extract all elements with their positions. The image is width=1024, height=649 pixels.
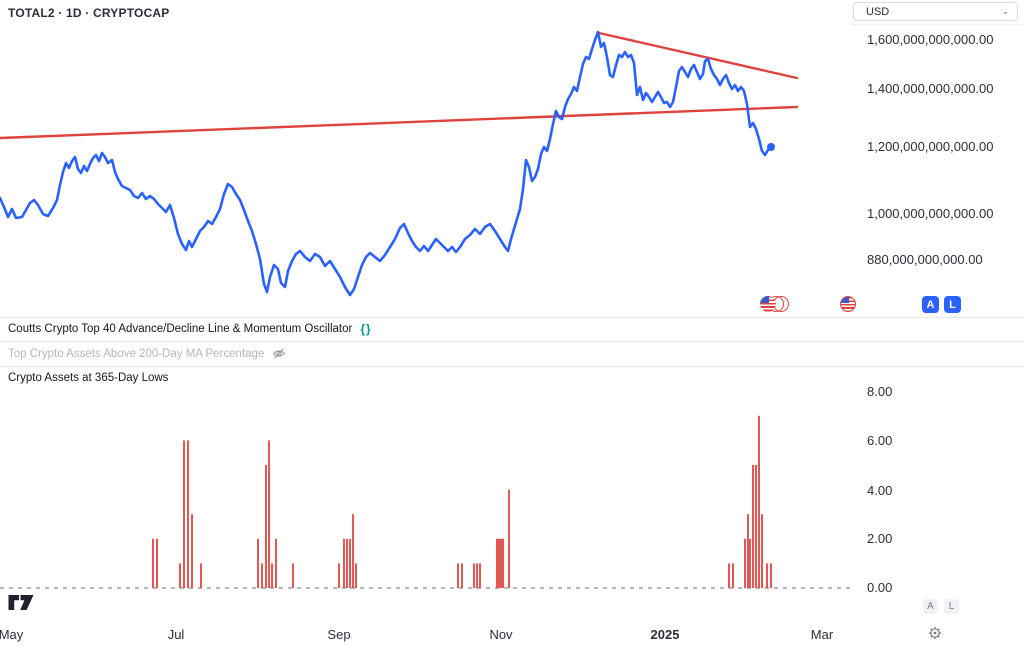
histogram-bar [749, 538, 751, 588]
indicator-logo-icon [840, 296, 857, 313]
histogram-bar [752, 465, 754, 588]
price-axis-label: 880,000,000,000.00 [867, 252, 983, 267]
histogram-bar [761, 514, 763, 588]
histogram-bar [271, 563, 273, 588]
histogram-bar [508, 489, 510, 588]
chevron-down-icon: ⌄ [1001, 6, 1009, 16]
indicator-row-365daylows: Crypto Assets at 365-Day Lows [8, 372, 168, 384]
histogram-bar [755, 465, 757, 588]
indicator-row-adline: Coutts Crypto Top 40 Advance/Decline Lin… [8, 322, 372, 336]
indicator-logos-stack-icon [760, 295, 792, 313]
currency-value: USD [866, 5, 890, 18]
histogram-bar [728, 563, 730, 588]
price-axis-label: 1,400,000,000,000.00 [867, 81, 994, 96]
time-axis-label: May [0, 627, 24, 642]
trendline[interactable] [597, 31, 799, 80]
histogram-bar [744, 538, 746, 588]
pane-divider[interactable] [0, 341, 1024, 342]
price-scale-auto-button[interactable]: A [922, 296, 939, 313]
histogram-bar [476, 563, 478, 588]
histogram-bar [191, 514, 193, 588]
histogram-bar [352, 514, 354, 588]
histogram-bar [758, 415, 760, 588]
gear-icon[interactable] [928, 626, 942, 640]
symbol-title[interactable]: TOTAL2 · 1D · CRYPTOCAP [8, 6, 170, 20]
histogram-bar [747, 514, 749, 588]
pane-divider[interactable] [0, 366, 1024, 367]
price-scale-log-button[interactable]: L [944, 296, 961, 313]
price-axis-label: 1,200,000,000,000.00 [867, 139, 994, 154]
time-axis-label: Nov [489, 627, 513, 642]
histogram-bar [257, 538, 259, 588]
main-price-chart[interactable] [0, 25, 850, 317]
loading-braces-icon: {} [360, 322, 372, 336]
lower-scale-auto-button[interactable]: A [923, 599, 938, 614]
histogram-bar [265, 465, 267, 588]
indicator-label[interactable]: Crypto Assets at 365-Day Lows [8, 372, 169, 384]
histogram-bar [500, 538, 502, 588]
trendline[interactable] [0, 105, 799, 140]
indicator-label[interactable]: Top Crypto Assets Above 200-Day MA Perce… [8, 347, 265, 360]
time-axis-label: Mar [810, 627, 834, 642]
histogram-bar [498, 538, 500, 588]
histogram-bar [200, 563, 202, 588]
histogram-bar [457, 563, 459, 588]
lower-axis-label: 2.00 [867, 531, 893, 546]
time-axis-label: Sep [327, 627, 351, 642]
lower-axis-label: 4.00 [867, 483, 893, 498]
histogram-bar [479, 563, 481, 588]
lower-axis-label: 6.00 [867, 433, 893, 448]
price-axis-label: 1,600,000,000,000.00 [867, 32, 994, 47]
lower-scale-log-button[interactable]: L [944, 599, 959, 614]
histogram-bar [355, 563, 357, 588]
histogram-bar [292, 563, 294, 588]
histogram-bar [766, 563, 768, 588]
axis-top-divider [851, 24, 1024, 25]
histogram-bar [268, 440, 270, 588]
pane-divider[interactable] [0, 317, 1024, 318]
indicator-row-200dma: Top Crypto Assets Above 200-Day MA Perce… [8, 347, 286, 360]
histogram-bar [275, 538, 277, 588]
time-axis-label: Jul [167, 627, 185, 642]
histogram-bar [187, 440, 189, 588]
histogram-bar [770, 563, 772, 588]
last-price-marker [767, 143, 775, 151]
currency-dropdown[interactable]: USD ⌄ [853, 2, 1018, 21]
histogram-bar [338, 563, 340, 588]
lower-axis-label: 8.00 [867, 384, 893, 399]
indicator-label[interactable]: Coutts Crypto Top 40 Advance/Decline Lin… [8, 323, 353, 335]
histogram-bar [152, 538, 154, 588]
histogram-bar [261, 563, 263, 588]
histogram-bar [349, 538, 351, 588]
histogram-bar [343, 538, 345, 588]
histogram-bar [156, 538, 158, 588]
histogram-bar [346, 538, 348, 588]
price-line-series [0, 30, 773, 297]
histogram-bar [183, 440, 185, 588]
histogram-bar [179, 563, 181, 588]
tradingview-logo-icon[interactable] [8, 594, 34, 611]
eye-hidden-icon[interactable] [272, 347, 286, 360]
histogram-bar [502, 538, 504, 588]
lower-axis-label: 0.00 [867, 580, 893, 595]
histogram-bar [496, 538, 498, 588]
histogram-bar [732, 563, 734, 588]
time-axis-label: 2025 [650, 627, 680, 642]
lows-histogram-chart[interactable] [0, 380, 860, 595]
histogram-bar [461, 563, 463, 588]
histogram-bar [473, 563, 475, 588]
price-axis-label: 1,000,000,000,000.00 [867, 206, 994, 221]
